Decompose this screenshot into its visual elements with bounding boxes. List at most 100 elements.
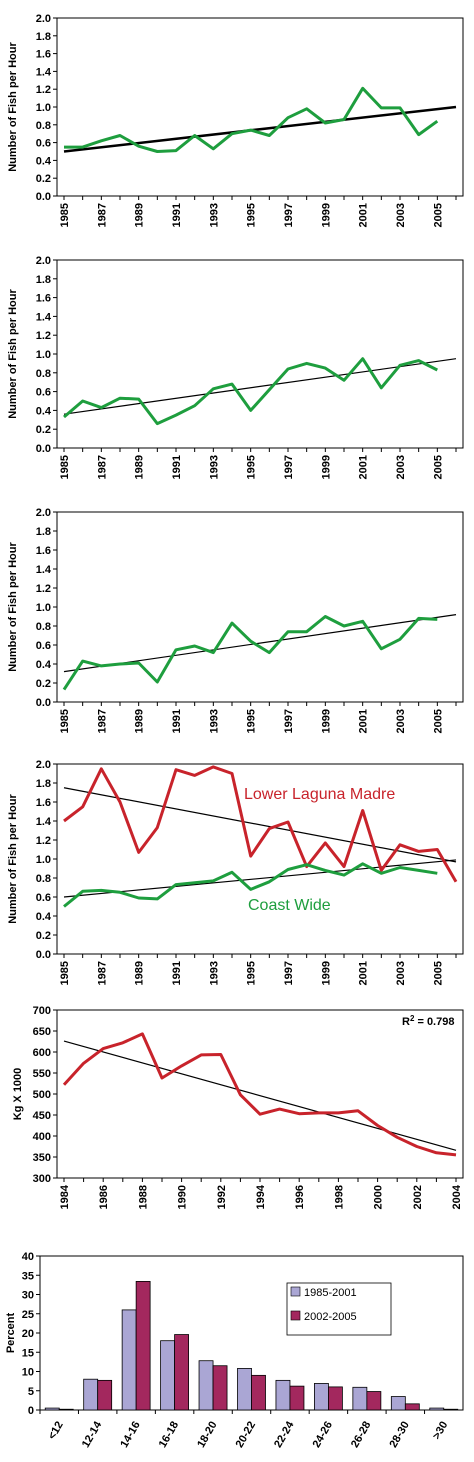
y-tick-label: 650	[33, 1026, 51, 1038]
y-tick-label: 1.0	[36, 102, 51, 114]
x-tick-label: 2003	[395, 455, 407, 479]
x-tick-label: 2003	[395, 203, 407, 227]
x-tick-label: 1986	[98, 1185, 110, 1209]
y-tick-label: 1.4	[36, 66, 52, 78]
x-tick-label: 1989	[134, 203, 146, 227]
x-tick-label: 1985	[59, 961, 71, 985]
chart-3: 0.0 0.2 0.4 0.6 0.8 1.0 1.2 1.4 1.6 1.8 2.0 Number …	[7, 507, 464, 733]
annotation-lower-laguna-madre: Lower Laguna Madre	[244, 786, 395, 803]
y-tick-label: 1.0	[36, 349, 51, 361]
x-tick-label: 1999	[320, 961, 332, 985]
y-tick-label: 1.0	[36, 854, 51, 866]
x-tick-label: 1995	[246, 961, 258, 985]
y-tick-label: 2.0	[36, 13, 51, 25]
y-tick-label: 0.0	[36, 949, 51, 961]
y-tick-label: 0.8	[36, 873, 51, 885]
y-tick-label: 0.2	[36, 173, 51, 185]
y-tick-label: 0.6	[36, 640, 51, 652]
y-tick-label: 0.0	[36, 191, 51, 203]
bar-1985-2001	[314, 1383, 329, 1411]
x-tick-label: 1984	[59, 1184, 71, 1209]
y-tick-label: 0.4	[36, 155, 52, 167]
x-tick-label: 20-22	[234, 1420, 258, 1450]
legend-label: 2002-2005	[304, 1311, 357, 1323]
y-tick-label: 400	[33, 1131, 51, 1143]
y-axis-label: Number of Fish per Hour	[7, 794, 19, 924]
y-tick-label: 1.2	[36, 330, 51, 342]
x-tick-label: 1991	[171, 455, 183, 479]
x-tick-label: 2001	[358, 709, 370, 733]
annotation-coast-wide: Coast Wide	[248, 897, 331, 914]
bar-2002-2005	[289, 1385, 305, 1411]
bar-2002-2005	[366, 1391, 382, 1411]
bar-1985-2001	[352, 1386, 368, 1411]
y-tick-label: 15	[22, 1347, 34, 1359]
x-tick-label: 2004	[451, 1184, 463, 1209]
y-tick-label: 0.8	[36, 120, 51, 132]
x-tick-label: 1987	[96, 961, 108, 985]
trend-line	[63, 787, 457, 863]
plot-frame	[56, 511, 464, 703]
y-tick-label: 600	[33, 1047, 51, 1059]
x-tick-label: 2002	[412, 1185, 424, 1209]
y-tick-label: 2.0	[36, 255, 51, 267]
y-tick-label: 1.4	[36, 564, 52, 576]
y-tick-label: 5	[28, 1386, 34, 1398]
series-line	[62, 615, 438, 691]
legend-swatch	[290, 1286, 301, 1297]
x-tick-label: 1989	[134, 455, 146, 479]
y-tick-label: 1.6	[36, 797, 51, 809]
y-tick-label: 300	[33, 1173, 51, 1185]
y-tick-label: 0.2	[36, 678, 51, 690]
plot-frame	[56, 1009, 464, 1179]
bar-1985-2001	[160, 1340, 175, 1411]
x-tick-label: 1989	[134, 709, 146, 733]
x-tick-label: <12	[46, 1420, 66, 1442]
x-tick-label: 24-26	[311, 1420, 335, 1450]
y-tick-label: 0.6	[36, 138, 51, 150]
x-tick-label: 1987	[96, 709, 108, 733]
y-tick-label: 1.6	[36, 49, 51, 61]
x-tick-label: 1997	[283, 455, 295, 479]
x-tick-label: 14-16	[118, 1420, 142, 1450]
y-tick-label: 2.0	[36, 759, 51, 771]
x-tick-label: 1991	[171, 709, 183, 733]
x-tick-label: 1995	[246, 455, 258, 479]
chart-2: 0.0 0.2 0.4 0.6 0.8 1.0 1.2 1.4 1.6 1.8 2.0 Number …	[7, 255, 464, 479]
y-tick-label: 30	[22, 1290, 34, 1302]
bar-2002-2005	[212, 1365, 228, 1411]
y-tick-label: 1.8	[36, 274, 51, 286]
x-tick-label: 12-14	[80, 1419, 105, 1450]
y-axis-label: Number of Fish per Hour	[7, 542, 19, 672]
x-tick-label: 1987	[96, 203, 108, 227]
x-tick-label: 1994	[255, 1184, 267, 1209]
bar-2002-2005	[174, 1334, 189, 1411]
y-tick-label: 2.0	[36, 507, 51, 519]
x-tick-label: 1999	[320, 709, 332, 733]
chart-5: 300 350 400 450 500 550 600 650 700 Kg X 1000 1984…	[12, 1005, 464, 1209]
x-tick-label: 1998	[333, 1185, 345, 1209]
x-tick-label: 28-30	[387, 1420, 411, 1450]
y-tick-label: 0.8	[36, 621, 51, 633]
legend-swatch	[290, 1310, 301, 1321]
y-tick-label: 1.6	[36, 293, 51, 305]
legend-box	[286, 1282, 392, 1336]
y-tick-label: 1.8	[36, 526, 51, 538]
y-axis-label: Percent	[5, 1312, 17, 1353]
y-tick-label: 0.6	[36, 387, 51, 399]
y-tick-label: 1.8	[36, 31, 51, 43]
series-line	[63, 357, 438, 426]
x-tick-label: 1999	[320, 203, 332, 227]
y-tick-label: 0.0	[36, 443, 51, 455]
series-line	[63, 862, 438, 908]
y-tick-label: 10	[22, 1367, 34, 1379]
x-tick-label: 1989	[134, 961, 146, 985]
x-tick-label: >30	[431, 1420, 451, 1442]
y-tick-label: 0.2	[36, 930, 51, 942]
bar-1985-2001	[198, 1360, 214, 1411]
bar-2002-2005	[135, 1281, 151, 1411]
y-tick-label: 1.8	[36, 778, 51, 790]
y-tick-label: 1.6	[36, 545, 51, 557]
x-tick-label: 2005	[432, 455, 444, 479]
